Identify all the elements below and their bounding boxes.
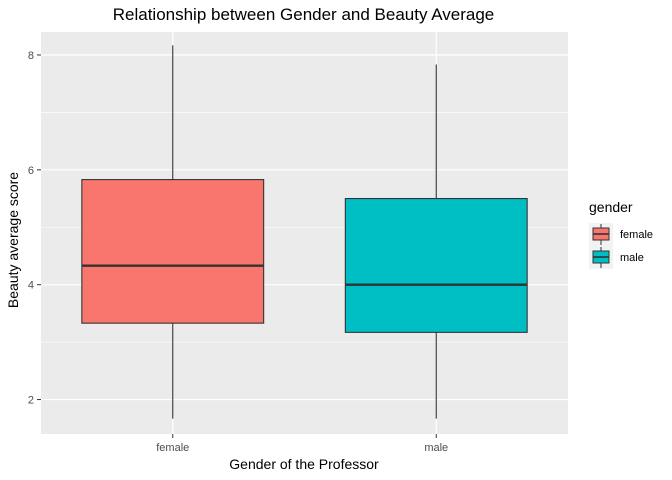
legend-title: gender (589, 199, 633, 215)
y-axis-title: Beauty average score (5, 172, 21, 308)
legend: gender female male (589, 199, 653, 269)
boxes (81, 45, 528, 419)
y-tick-label: 2 (28, 395, 34, 407)
box-male (344, 64, 528, 419)
iqr-box (344, 197, 528, 333)
y-tick-label: 6 (28, 165, 34, 177)
chart-title: Relationship between Gender and Beauty A… (113, 5, 495, 24)
iqr-box (81, 179, 265, 324)
legend-label: male (620, 252, 644, 264)
x-axis-title: Gender of the Professor (229, 456, 379, 472)
x-axis: female male (156, 434, 448, 454)
y-tick-label: 8 (28, 50, 34, 62)
y-axis: 2 4 6 8 (28, 50, 41, 407)
x-tick-label: male (424, 442, 448, 454)
legend-label: female (620, 229, 653, 241)
legend-item-female: female (589, 223, 653, 246)
box-female (81, 45, 265, 419)
x-tick-label: female (156, 442, 189, 454)
legend-keys: female male (589, 223, 653, 269)
y-tick-label: 4 (28, 280, 34, 292)
legend-item-male: male (589, 246, 644, 269)
